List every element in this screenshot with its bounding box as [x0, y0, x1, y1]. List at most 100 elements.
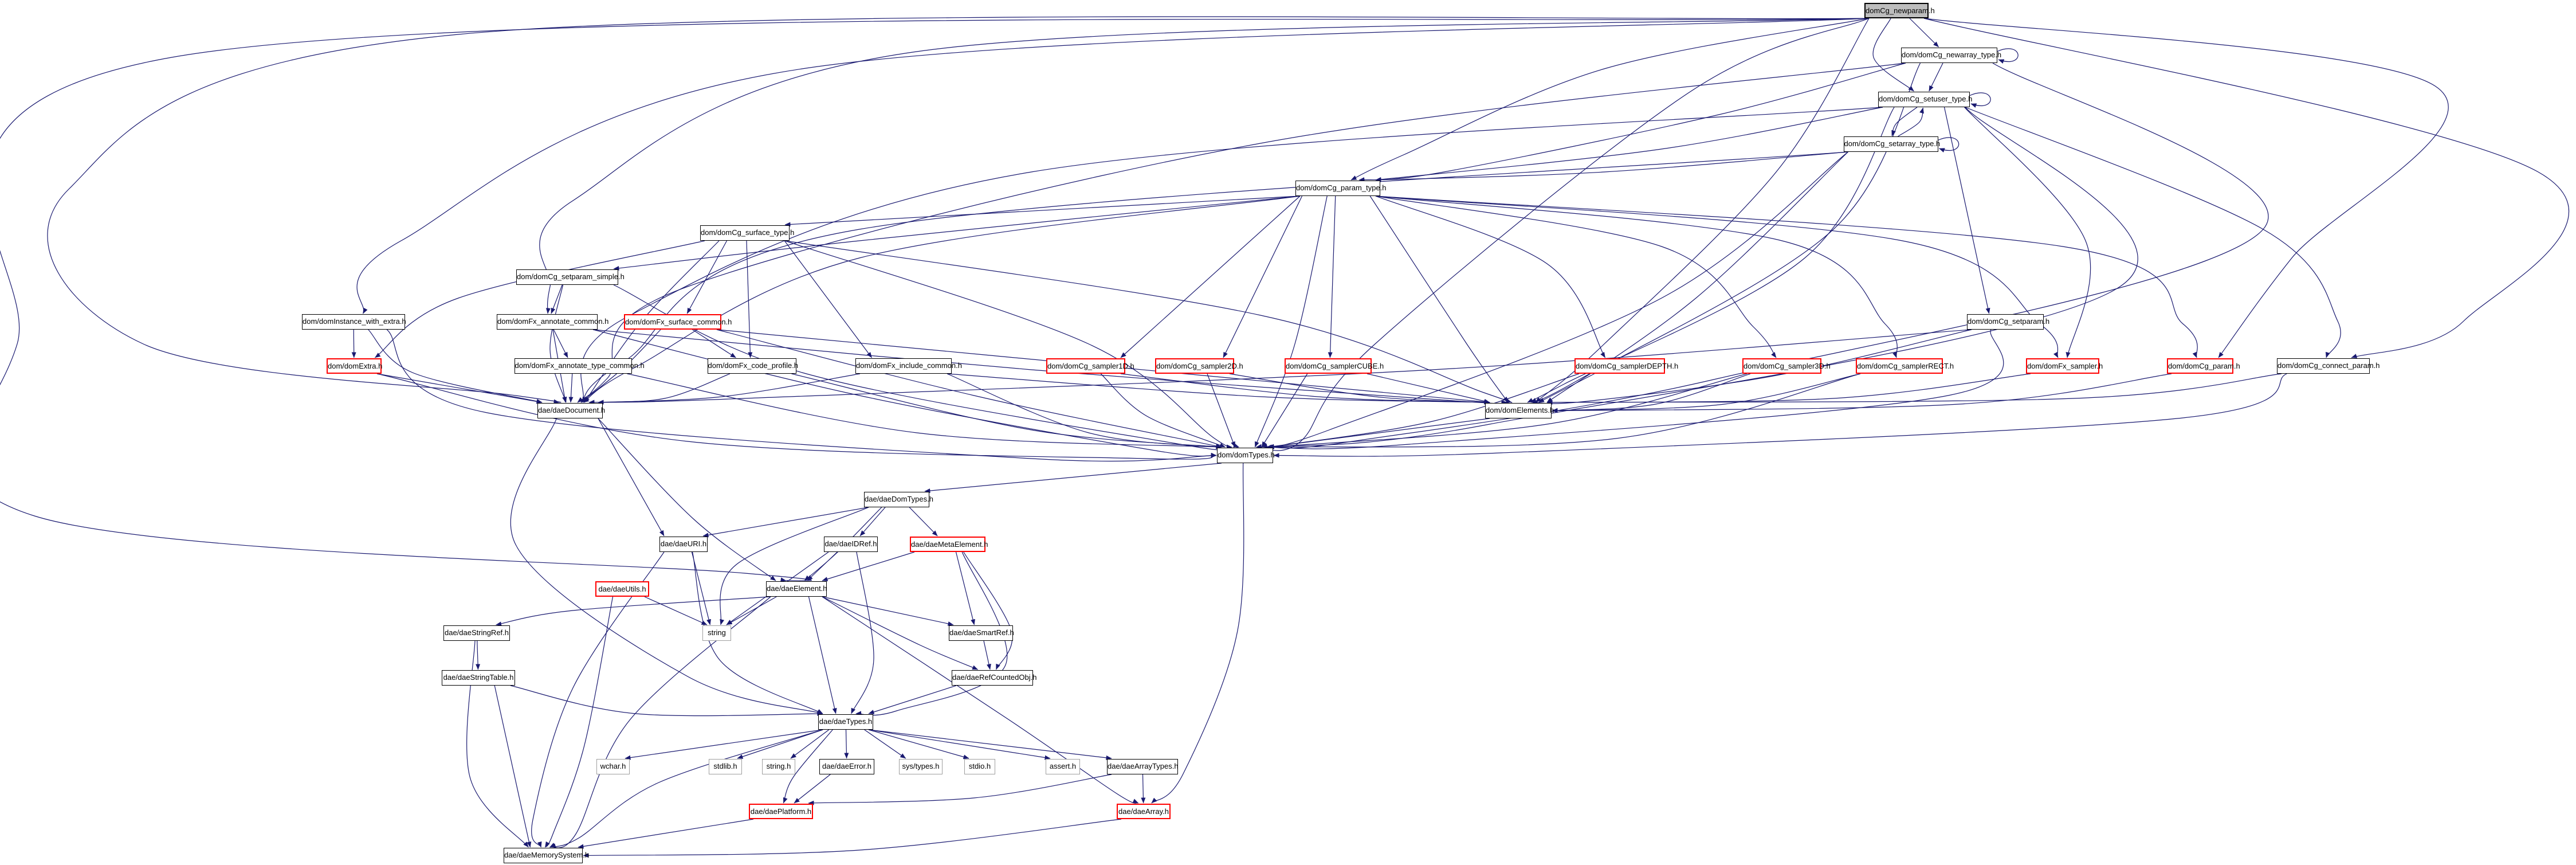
graph-node-fxsampler[interactable]: dom/domFx_sampler.h — [2026, 358, 2103, 374]
graph-node-daetypes[interactable]: dae/daeTypes.h — [818, 714, 873, 730]
graph-node-daestringref[interactable]: dae/daeStringRef.h — [443, 625, 510, 641]
include-edge-daetypes-daeerror — [844, 729, 849, 759]
include-edge-setparamsimple-daedoc — [549, 284, 567, 403]
edges — [0, 16, 2569, 858]
graph-node-newparam[interactable]: domCg_newparam.h — [1864, 3, 1935, 18]
include-edge-daeerror-daeplatform — [794, 774, 831, 804]
include-edge-s2d-domelements — [1229, 373, 1490, 405]
graph-node-setparamsimple[interactable]: dom/domCg_setparam_simple.h — [516, 269, 625, 285]
include-edge-paramtype-scube — [1328, 195, 1336, 358]
include-edge-domtypes-daedomtypes — [924, 463, 1222, 494]
include-edge-daetypes-stdio — [868, 729, 969, 760]
include-edge-daetypes-arraytypes — [868, 729, 1112, 760]
include-edge-daemeta-daesmartref — [955, 551, 975, 625]
graph-node-s1d[interactable]: dom/domCg_sampler1D.h — [1046, 358, 1134, 374]
graph-node-paramtype[interactable]: dom/domCg_param_type.h — [1295, 181, 1387, 196]
graph-node-surface[interactable]: dom/domCg_surface_type.h — [700, 225, 794, 241]
include-edge-daeelement-daesmartref — [822, 596, 954, 626]
include-edge-s1d-domelements — [1120, 373, 1490, 405]
include-edge-daestringtable-daetypes — [510, 685, 823, 717]
include-edge-setuser-setuser — [1969, 92, 1991, 108]
include-edge-daeelement-daearray — [822, 596, 1139, 804]
graph-node-scube[interactable]: dom/domCg_samplerCUBE.h — [1285, 358, 1384, 374]
graph-node-srect[interactable]: dom/domCg_samplerRECT.h — [1856, 358, 1954, 374]
include-edge-paramtype-sdepth — [1375, 195, 1606, 358]
graph-node-setparam[interactable]: dom/domCg_setparam.h — [1967, 314, 2049, 330]
include-edge-surface-includecommon — [784, 240, 873, 358]
graph-node-assert[interactable]: assert.h — [1046, 759, 1080, 774]
graph-node-stringh[interactable]: string.h — [762, 759, 795, 774]
graph-node-daerefcounted[interactable]: dae/daeRefCountedObj.h — [952, 670, 1036, 686]
graph-node-connect[interactable]: dom/domCg_connect_param.h — [2277, 358, 2380, 374]
graph-node-daedomtypes[interactable]: dae/daeDomTypes.h — [864, 492, 933, 507]
include-edge-setarray-setuser — [1898, 107, 1924, 137]
graph-node-daemeta[interactable]: dae/daeMetaElement.h — [910, 537, 988, 552]
graph-node-codeprofile[interactable]: dom/domFx_code_profile.h — [707, 358, 798, 374]
include-edge-daeidref-daeelement — [807, 551, 838, 581]
include-edge-setarray-paramtype — [1375, 151, 1848, 182]
graph-node-sdepth[interactable]: dom/domCg_samplerDEPTH.h — [1574, 358, 1678, 374]
include-edge-daestringref-daestringtable — [476, 640, 481, 670]
include-edge-instextra-domtypes — [386, 329, 1217, 462]
graph-node-setuser[interactable]: dom/domCg_setuser_type.h — [1878, 92, 1972, 107]
include-edge-paramtype-s3d — [1375, 195, 1777, 358]
graph-node-daeidref[interactable]: dae/daeIDRef.h — [824, 537, 878, 552]
graph-node-daesmartref[interactable]: dae/daeSmartRef.h — [949, 625, 1014, 641]
graph-node-daeelement[interactable]: dae/daeElement.h — [766, 581, 827, 597]
graph-node-daearray[interactable]: dae/daeArray.h — [1117, 804, 1171, 819]
graph-node-daestringtable[interactable]: dae/daeStringTable.h — [442, 670, 515, 686]
graph-node-surfcommon[interactable]: dom/domFx_surface_common.h — [624, 314, 732, 330]
include-edge-daetypes-stringh — [790, 729, 830, 759]
graph-node-stringbox[interactable]: string — [702, 625, 731, 641]
include-edge-includecommon-domtypes — [947, 373, 1222, 449]
graph-node-domelements[interactable]: dom/domElements.h — [1485, 403, 1554, 418]
include-edge-daeelement-daestringref — [496, 596, 771, 627]
graph-node-extra[interactable]: dom/domExtra.h — [327, 358, 382, 374]
graph-node-annotcommon[interactable]: dom/domFx_annotate_common.h — [497, 314, 608, 330]
graph-node-includecommon[interactable]: dom/domFx_include_common.h — [855, 358, 962, 374]
include-edge-daeelement-daetypes — [808, 596, 837, 714]
graph-node-stdlib[interactable]: stdlib.h — [709, 759, 742, 774]
graph-node-s2d[interactable]: dom/domCg_sampler2D.h — [1155, 358, 1243, 374]
include-edge-extra-domtypes — [376, 373, 1217, 460]
include-edge-paramtype-setparamsimple — [613, 195, 1301, 271]
graph-node-daememory[interactable]: dae/daeMemorySystem.h — [504, 848, 589, 863]
graph-node-daeuri[interactable]: dae/daeURI.h — [659, 537, 708, 552]
include-edge-surface-extra — [374, 240, 705, 358]
include-edge-includecommon-daedoc — [598, 373, 861, 405]
graph-node-newarray[interactable]: dom/domCg_newarray_type.h — [1901, 48, 2001, 63]
graph-node-s3d[interactable]: dom/domCg_sampler3D.h — [1742, 358, 1831, 374]
include-edge-paramtype-s2d — [1223, 195, 1303, 358]
include-edge-daetypes-wchar — [625, 729, 823, 760]
graph-node-arraytypes[interactable]: dae/daeArrayTypes.h — [1107, 759, 1179, 774]
graph-node-stdio[interactable]: stdio.h — [964, 759, 995, 774]
graph-node-systypes[interactable]: sys/types.h — [899, 759, 943, 774]
graph-node-wchar[interactable]: wchar.h — [596, 759, 630, 774]
graph-node-daedoc[interactable]: dae/daeDocument.h — [537, 403, 605, 418]
include-edge-paramtype-surface — [784, 195, 1301, 227]
include-edge-paramtype-cgparam — [1375, 195, 2198, 358]
include-edge-daedomtypes-daeuri — [702, 507, 869, 538]
include-edge-newparam-annotcommon — [539, 18, 1870, 314]
graph-node-daeplatform[interactable]: dae/daePlatform.h — [749, 804, 813, 819]
graph-node-domtypes[interactable]: dom/domTypes.h — [1217, 448, 1275, 463]
include-edge-newarray-paramtype — [1358, 62, 1906, 182]
include-edge-s2d-domtypes — [1207, 373, 1235, 448]
include-edge-connect-domelements — [1546, 373, 2282, 405]
graph-node-instextra[interactable]: dom/domInstance_with_extra.h — [302, 314, 406, 330]
include-edge-setparam-domelements — [1532, 329, 1972, 405]
include-edge-srect-domelements — [1552, 373, 1861, 413]
graph-node-setarray[interactable]: dom/domCg_setarray_type.h — [1843, 136, 1940, 152]
include-edge-daeelement-daerefcounted — [822, 596, 979, 670]
include-edge-connect-domtypes — [1273, 373, 2287, 458]
include-edge-daedomtypes-stringbox — [720, 507, 869, 625]
graph-node-daeerror[interactable]: dae/daeError.h — [819, 759, 874, 774]
include-edge-fxsampler-domelements — [1546, 373, 2031, 405]
include-edge-extra-daedoc — [376, 373, 543, 404]
graph-node-cgparam[interactable]: dom/domCg_param.h — [2167, 358, 2240, 374]
graph-node-annottype[interactable]: dom/domFx_annotate_type_common.h — [514, 358, 645, 374]
graph-node-daeutils[interactable]: dae/daeUtils.h — [595, 581, 649, 597]
include-edge-srect-domtypes — [1268, 373, 1861, 449]
include-edge-setuser-paramtype — [1375, 107, 1883, 182]
